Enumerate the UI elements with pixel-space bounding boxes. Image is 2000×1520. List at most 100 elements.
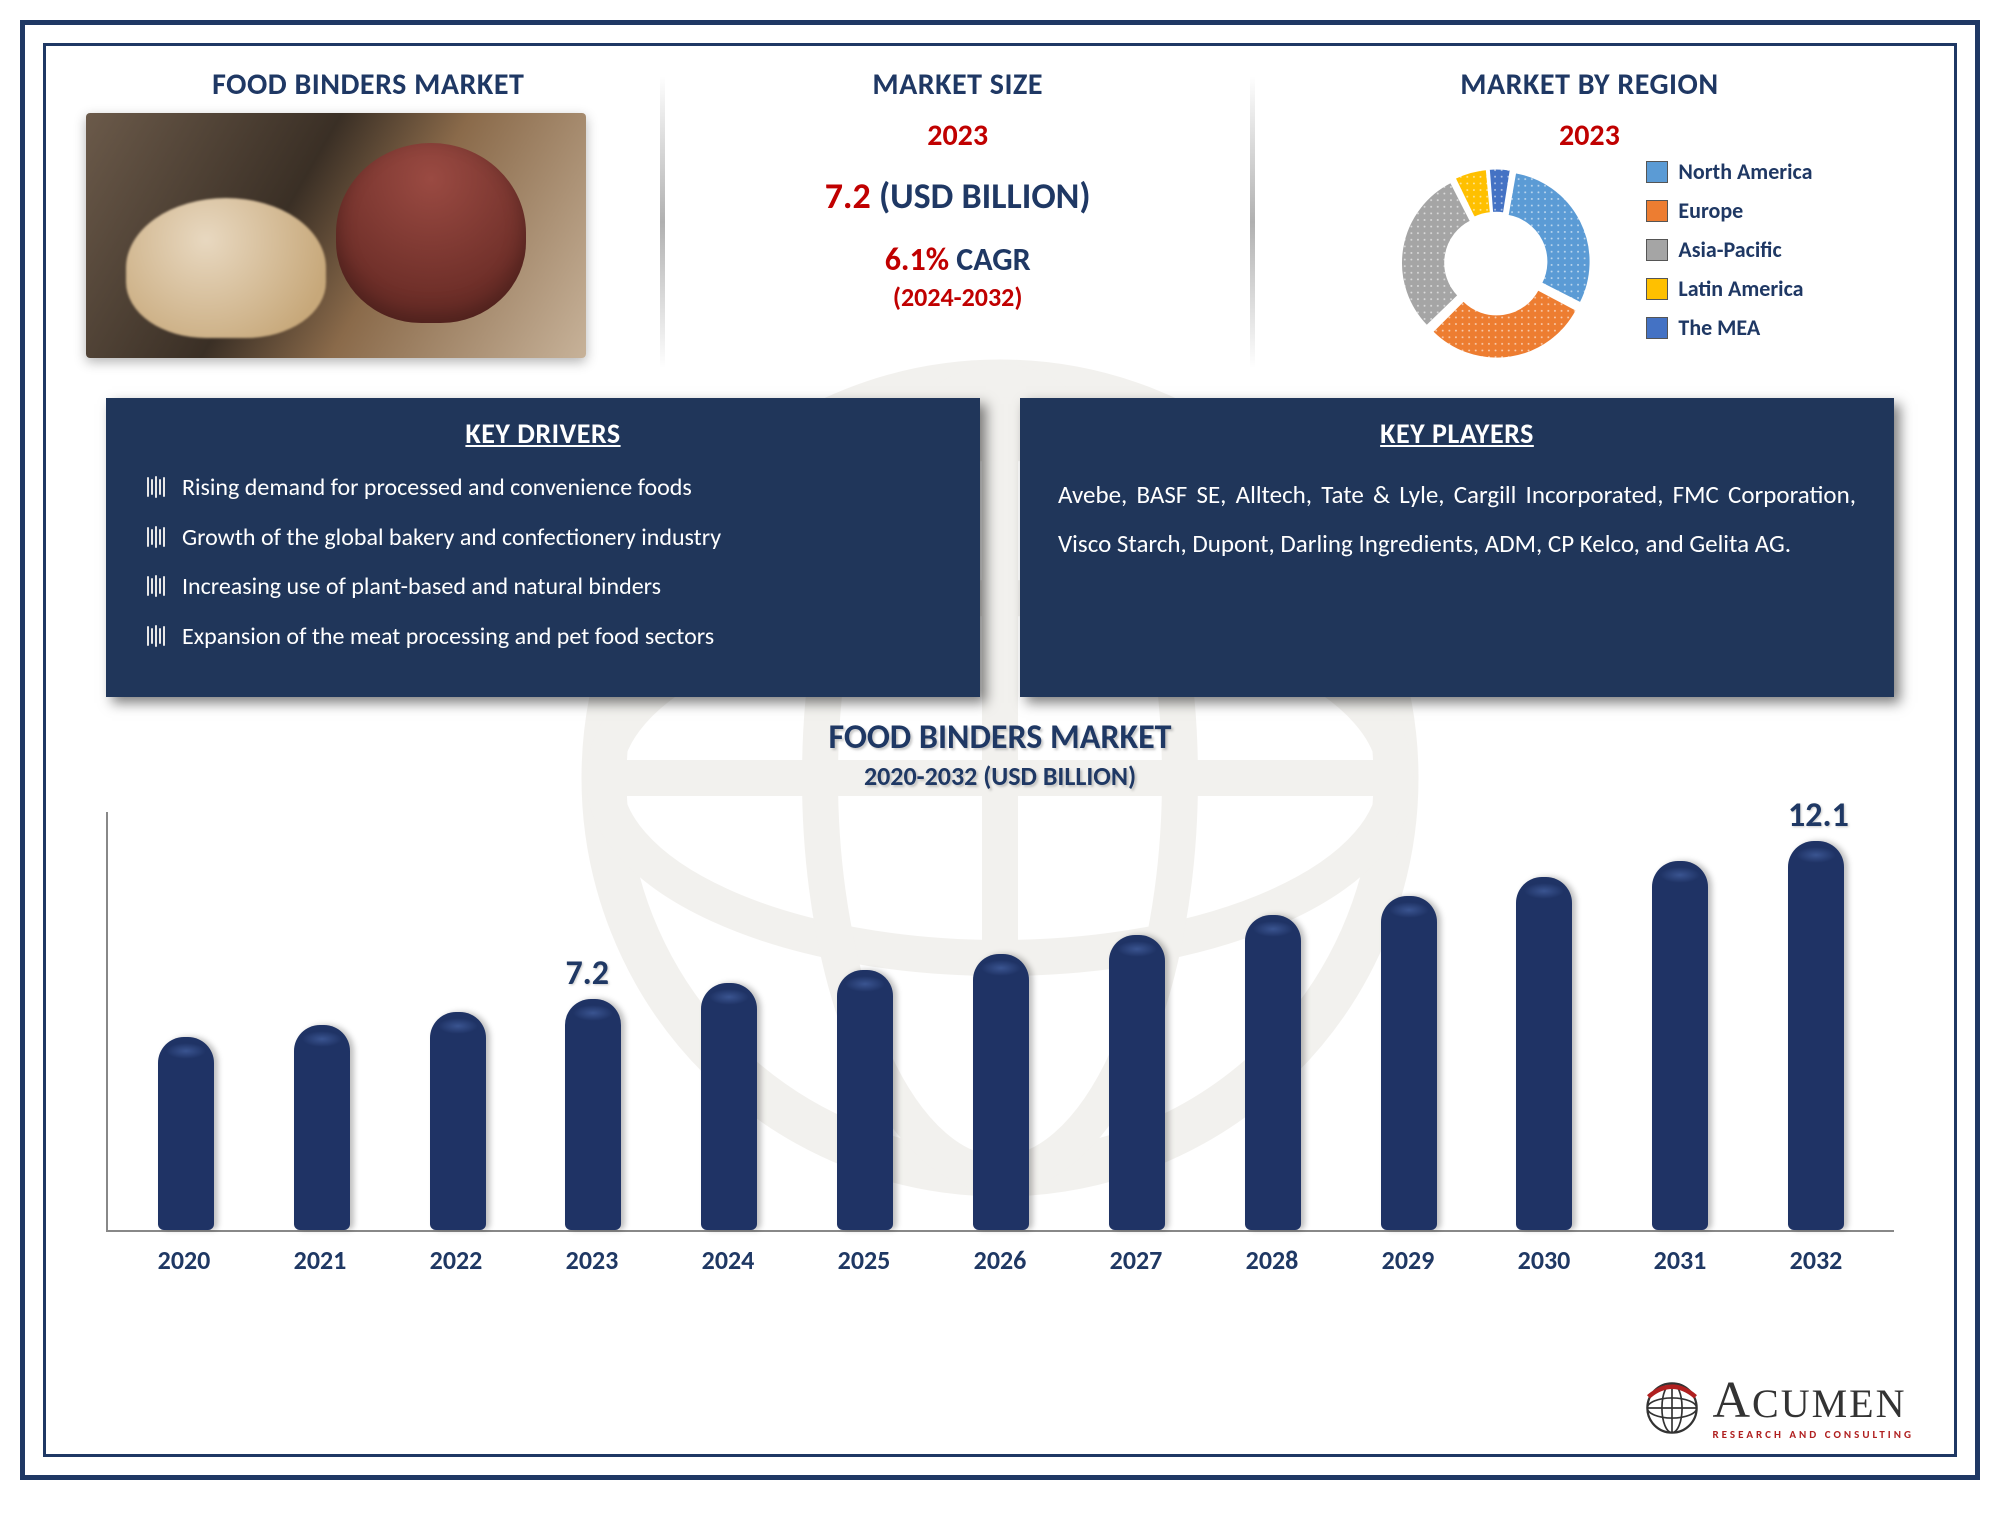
bar [158,1037,214,1230]
bar [1109,935,1165,1231]
bar-group [941,812,1061,1230]
legend-label: Europe [1678,197,1743,224]
x-label: 2021 [260,1244,380,1276]
legend-swatch [1646,161,1668,183]
legend-item: Asia-Pacific [1646,236,1812,263]
bullet-icon [144,574,168,598]
bar-group [1077,812,1197,1230]
legend-label: The MEA [1678,314,1760,341]
cagr-period: (2024-2032) [893,281,1023,313]
logo-name: ACUMEN [1712,1375,1914,1427]
x-label: 2030 [1484,1244,1604,1276]
bar-group [805,812,925,1230]
region-legend: North America Europe Asia-Pacific Latin Ame… [1646,158,1812,341]
bar-group [1213,812,1333,1230]
bar [1652,861,1708,1231]
bar [430,1012,486,1231]
divider-2 [1250,76,1255,368]
key-players-box: KEY PLAYERS Avebe, BASF SE, Alltech, Tat… [1020,398,1894,697]
brand-logo: ACUMEN RESEARCH AND CONSULTING [1644,1375,1914,1440]
x-label: 2025 [804,1244,924,1276]
legend-swatch [1646,239,1668,261]
chart-title: FOOD BINDERS MARKET [106,717,1894,758]
driver-text: Growth of the global bakery and confecti… [182,521,721,555]
top-col-size: MARKET SIZE 2023 7.2 (USD BILLION) 6.1% … [675,66,1239,378]
legend-swatch [1646,278,1668,300]
cagr-row: 6.1% CAGR [885,240,1031,279]
info-boxes: KEY DRIVERS Rising demand for processed … [46,388,1954,697]
bar-group: 7.2 [533,812,653,1230]
top-row: FOOD BINDERS MARKET MARKET SIZE 2023 7.2… [46,46,1954,388]
driver-text: Increasing use of plant-based and natura… [182,570,661,604]
outer-frame: FOOD BINDERS MARKET MARKET SIZE 2023 7.2… [20,20,1980,1480]
logo-text: ACUMEN RESEARCH AND CONSULTING [1712,1375,1914,1440]
legend-item: North America [1646,158,1812,185]
bar-group [1620,812,1740,1230]
players-text: Avebe, BASF SE, Alltech, Tate & Lyle, Ca… [1058,471,1856,569]
size-value-row: 7.2 (USD BILLION) [825,174,1091,218]
bar [1245,915,1301,1230]
bar [837,970,893,1230]
legend-item: Europe [1646,197,1812,224]
bar [294,1025,350,1231]
bars-container: 7.2 12.1 [106,812,1894,1232]
key-drivers-box: KEY DRIVERS Rising demand for processed … [106,398,980,697]
driver-item: Expansion of the meat processing and pet… [144,620,942,654]
chart-subtitle: 2020-2032 (USD BILLION) [106,760,1894,792]
inner-frame: FOOD BINDERS MARKET MARKET SIZE 2023 7.2… [43,43,1957,1457]
x-label: 2022 [396,1244,516,1276]
region-title: MARKET BY REGION [1460,66,1718,103]
bar [973,954,1029,1231]
cagr-label: CAGR [956,240,1030,279]
bullet-icon [144,475,168,499]
bar-value-label: 7.2 [565,953,609,994]
bar-group [126,812,246,1230]
bar: 7.2 [565,999,621,1231]
bar: 12.1 [1788,841,1844,1230]
bullet-icon [144,624,168,648]
legend-label: Asia-Pacific [1678,236,1781,263]
cagr-value: 6.1% [885,240,949,279]
market-title: FOOD BINDERS MARKET [212,66,524,103]
top-col-market: FOOD BINDERS MARKET [86,66,650,378]
legend-item: Latin America [1646,275,1812,302]
x-label: 2027 [1076,1244,1196,1276]
bar [1381,896,1437,1230]
x-label: 2029 [1348,1244,1468,1276]
legend-label: North America [1678,158,1812,185]
bullet-icon [144,525,168,549]
donut-chart [1366,158,1626,378]
x-label: 2024 [668,1244,788,1276]
divider-1 [660,76,665,368]
legend-swatch [1646,200,1668,222]
x-label: 2023 [532,1244,652,1276]
bar-group [1349,812,1469,1230]
legend-item: The MEA [1646,314,1812,341]
x-axis-labels: 2020202120222023202420252026202720282029… [106,1232,1894,1276]
bar-group [398,812,518,1230]
players-title: KEY PLAYERS [1058,416,1856,451]
driver-item: Growth of the global bakery and confecti… [144,521,942,555]
logo-globe-icon [1644,1380,1700,1436]
legend-label: Latin America [1678,275,1803,302]
bar-group [262,812,382,1230]
bar-group [1484,812,1604,1230]
drivers-list: Rising demand for processed and convenie… [144,471,942,653]
driver-text: Rising demand for processed and convenie… [182,471,692,505]
region-year: 2023 [1559,117,1620,154]
size-year: 2023 [927,117,988,154]
logo-tagline: RESEARCH AND CONSULTING [1712,1429,1914,1440]
drivers-title: KEY DRIVERS [144,416,942,451]
size-unit: (USD BILLION) [879,174,1091,218]
top-col-region: MARKET BY REGION 2023 North Amer [1265,66,1914,378]
size-value: 7.2 [825,174,871,218]
region-content: North America Europe Asia-Pacific Latin Ame… [1366,158,1812,378]
bar [701,983,757,1231]
x-label: 2031 [1620,1244,1740,1276]
driver-item: Increasing use of plant-based and natura… [144,570,942,604]
size-title: MARKET SIZE [872,66,1043,103]
bar-group: 12.1 [1756,812,1876,1230]
legend-swatch [1646,317,1668,339]
food-photo [86,113,586,358]
bar-group [669,812,789,1230]
